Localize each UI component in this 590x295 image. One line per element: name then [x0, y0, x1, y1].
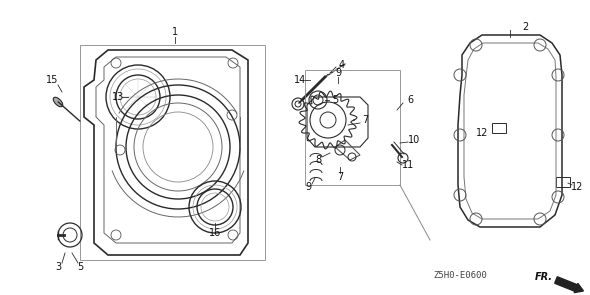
FancyArrow shape: [555, 277, 584, 293]
Text: 9: 9: [305, 182, 311, 192]
Text: 14: 14: [294, 75, 306, 85]
Text: 2: 2: [522, 22, 528, 32]
Text: 3: 3: [55, 262, 61, 272]
Text: 9: 9: [335, 68, 341, 78]
Bar: [556, 177, 570, 187]
Text: 10: 10: [408, 135, 420, 145]
Text: 12: 12: [476, 128, 488, 138]
Text: 7: 7: [337, 172, 343, 182]
Text: 5: 5: [332, 95, 338, 105]
Text: 5: 5: [77, 262, 83, 272]
Text: 16: 16: [209, 228, 221, 238]
Ellipse shape: [53, 97, 63, 107]
Text: 11: 11: [402, 160, 414, 170]
Text: 8: 8: [315, 155, 321, 165]
Text: FR.: FR.: [535, 272, 553, 282]
Text: 6: 6: [407, 95, 413, 105]
Text: 1: 1: [172, 27, 178, 37]
Text: 12: 12: [571, 182, 583, 192]
Bar: [492, 123, 506, 133]
Text: 4: 4: [339, 60, 345, 70]
Text: 13: 13: [112, 92, 124, 102]
Text: 15: 15: [46, 75, 58, 85]
Text: Z5H0-E0600: Z5H0-E0600: [433, 271, 487, 279]
Text: 7: 7: [362, 115, 368, 125]
